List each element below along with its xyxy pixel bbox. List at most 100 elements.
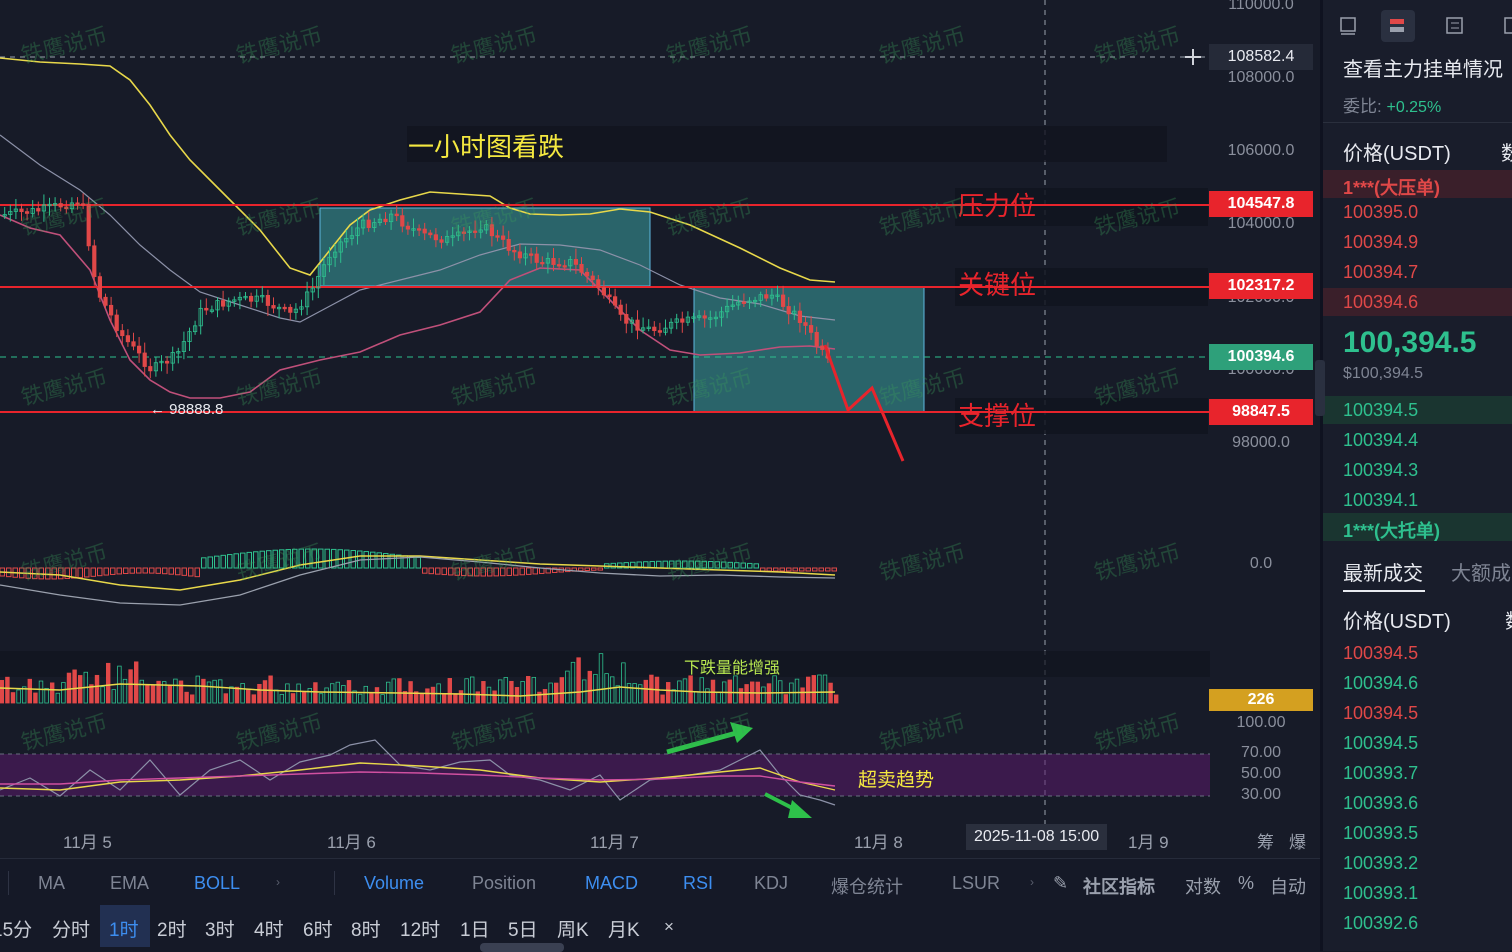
rsi-note: 超卖趋势 [858,770,935,791]
volume-bar [464,678,469,704]
date-label: 1月 9 [1128,833,1169,852]
volume-bar [296,683,301,704]
volume-bar [122,678,128,704]
volume-bar [425,688,430,704]
chart-canvas[interactable] [0,0,1320,858]
bid-price[interactable]: 100394.1 [1343,490,1419,510]
support-price-tag: 98847.5 [1209,399,1313,425]
macd-bar [773,567,779,572]
macd-bar [149,567,155,574]
log-scale-toggle[interactable]: 对数 [1185,877,1221,897]
tab-latest-trades[interactable]: 最新成交 [1343,563,1423,585]
macd-bar [246,551,252,569]
community-indicators-button[interactable]: 社区指标 [1083,877,1155,897]
timeframe-5d[interactable]: 5日 [508,920,538,941]
candle-body [136,345,142,354]
crosshair-plus-icon[interactable] [1185,49,1201,65]
scroll-handle[interactable] [480,943,564,952]
orderbook-both-icon[interactable] [1388,16,1408,36]
macd-bar [344,549,350,569]
macd-bar [753,563,759,569]
indicator-liquidation[interactable]: 爆仓统计 [831,877,903,897]
percent-scale-toggle[interactable]: % [1238,873,1255,893]
layout-icon[interactable] [1339,16,1359,36]
timeframe-8h[interactable]: 8时 [351,920,381,941]
volume-bar [145,684,150,704]
macd-bar [116,567,122,575]
candle-body [781,294,786,307]
macd-bar [805,567,811,572]
macd-bar [129,567,135,574]
candle-body [747,300,752,303]
macd-bar [272,549,278,569]
big-bid-bg [1323,513,1512,541]
macd-bar [682,560,688,569]
macd-bar [51,567,57,580]
candle-body [478,229,483,233]
orderbook-panel: 查看主力挂单情况 委比: +0.25% 价格(USDT) 数 1***(大压单)… [1315,0,1512,951]
indicator-boll[interactable]: BOLL [194,873,241,893]
timeframe-tick[interactable]: 分时 [52,920,91,941]
indicator-ma[interactable]: MA [38,873,65,893]
timeframe-week[interactable]: 周K [557,920,589,941]
timeframe-2h[interactable]: 2时 [157,920,187,941]
ask-price[interactable]: 100394.7 [1343,262,1419,282]
indicator-kdj[interactable]: KDJ [754,873,789,893]
chevron-right-icon[interactable]: › [276,875,280,889]
orderbook-list-icon[interactable] [1445,16,1465,36]
tab-large-trades[interactable]: 大额成 [1451,563,1511,585]
volume-bar [184,691,189,704]
liquidation-icon[interactable]: 爆 [1289,833,1306,852]
bid-price[interactable]: 100394.3 [1343,460,1419,480]
indicator-rsi[interactable]: RSI [683,873,714,893]
candle-body [176,351,181,354]
range-box-upper[interactable] [319,207,651,287]
chart-area[interactable]: 一小时图看跌 压力位 关键位 支撑位 ← 98888.8 下跌量能增强 超卖趋势… [0,0,1320,858]
indicator-macd[interactable]: MACD [585,873,638,893]
chevron-right-icon[interactable]: › [1030,875,1034,889]
candle-body [265,294,271,306]
indicator-volume[interactable]: Volume [364,873,425,893]
timeframe-3h[interactable]: 3时 [205,920,235,941]
macd-bar [578,567,584,572]
ask-price[interactable]: 100394.9 [1343,232,1419,252]
candle-body [120,330,125,337]
volume-bar [643,679,648,704]
volume-bar [206,681,212,704]
timeframe-month[interactable]: 月K [608,920,640,941]
indicator-position[interactable]: Position [472,873,537,893]
orderbook-side-icon[interactable] [1503,16,1512,36]
indicator-lsur[interactable]: LSUR [952,873,1001,893]
panel-collapse-handle[interactable] [1315,360,1325,416]
candle-body [775,294,780,297]
trade-row: 100393.1 [1343,883,1419,903]
timeframe-12h[interactable]: 12时 [400,920,441,941]
last-price: 100,394.5 [1343,326,1477,359]
macd-bar [734,562,740,569]
ask-price[interactable]: 100394.6 [1343,292,1419,312]
auto-scale-toggle[interactable]: 自动 [1270,877,1306,897]
volume-bar [419,693,424,704]
macd-bar [396,554,402,569]
edit-icon[interactable]: ✎ [1053,873,1069,893]
range-box-lower[interactable] [693,286,925,413]
timeframe-4h[interactable]: 4时 [254,920,284,941]
volume-bar [27,678,32,704]
bid-price[interactable]: 100394.5 [1343,400,1419,420]
timeframe-1h[interactable]: 1时 [109,920,139,941]
timeframe-15m[interactable]: 15分 [0,920,33,941]
indicator-ema[interactable]: EMA [110,873,150,893]
green-up-arrow [666,722,753,755]
timeframe-1d[interactable]: 1日 [460,920,490,941]
candle-body [456,231,461,237]
candle-body [685,316,691,323]
close-icon[interactable]: × [664,917,674,936]
macd-bar [162,567,168,575]
volume-bar [363,685,368,704]
candle-body [590,275,595,281]
ask-price[interactable]: 100395.0 [1343,202,1419,222]
timeframe-6h[interactable]: 6时 [303,920,333,941]
volume-bar [497,679,503,704]
chip-icon[interactable]: 筹 [1257,833,1274,852]
bid-price[interactable]: 100394.4 [1343,430,1419,450]
